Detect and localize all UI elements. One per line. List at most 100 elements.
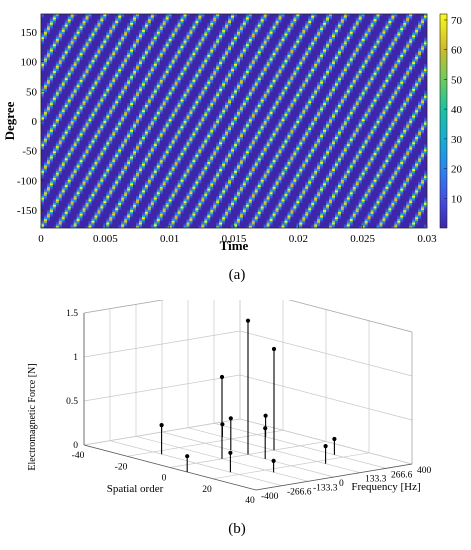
heatmap-cell	[85, 62, 89, 65]
heatmap-cell	[67, 28, 72, 31]
heatmap-cell	[49, 219, 54, 222]
heatmap-cell	[91, 188, 95, 191]
heatmap-cell	[106, 62, 110, 65]
heatmap-cell	[100, 101, 104, 104]
heatmap-cell	[106, 217, 110, 220]
heatmap-cell	[97, 60, 101, 63]
heatmap-cell	[73, 142, 78, 145]
heatmap-cell	[73, 147, 78, 150]
heatmap-cell	[97, 179, 101, 183]
heatmap-cell	[115, 96, 119, 99]
heatmap-cell	[115, 119, 119, 122]
heatmap-cell	[73, 158, 78, 161]
heatmap-cell	[41, 92, 45, 95]
heatmap-cell	[61, 165, 66, 168]
heatmap-cell	[94, 33, 98, 36]
heatmap-cell	[76, 158, 80, 161]
heatmap-cell	[49, 17, 54, 20]
heatmap-cell	[103, 22, 107, 26]
heatmap-cell	[115, 108, 119, 111]
heatmap-cell	[91, 90, 95, 93]
heatmap-cell	[46, 210, 51, 213]
heatmap-cell	[43, 185, 48, 188]
heatmap-cell	[76, 108, 80, 111]
heatmap-cell	[91, 47, 95, 51]
heatmap-cell	[85, 217, 89, 220]
heatmap-cell	[91, 195, 95, 199]
heatmap-cell	[41, 206, 45, 209]
heatmap-cell	[49, 224, 54, 227]
heatmap-cell	[94, 219, 98, 222]
heatmap-cell	[43, 138, 48, 142]
heatmap-cell	[58, 78, 63, 81]
heatmap-cell	[70, 122, 75, 125]
heatmap-cell	[67, 63, 72, 67]
heatmap-cell	[100, 17, 104, 20]
heatmap-cell	[41, 183, 45, 186]
heatmap-cell	[55, 46, 60, 49]
heatmap-cell	[49, 26, 54, 29]
heatmap-cell	[109, 160, 113, 163]
heatmap-cell	[46, 170, 51, 174]
heatmap-cell	[97, 181, 101, 184]
heatmap-cell	[94, 60, 98, 63]
heatmap-cell	[46, 14, 51, 17]
heatmap-cell	[49, 222, 54, 225]
heatmap-cell	[97, 47, 101, 51]
heatmap-cell	[106, 90, 110, 93]
heatmap-cell	[106, 170, 110, 174]
heatmap-cell	[58, 208, 63, 211]
heatmap-cell	[61, 215, 66, 218]
heatmap-cell	[88, 63, 92, 67]
heatmap-cell	[70, 217, 75, 220]
heatmap-cell	[91, 170, 95, 174]
heatmap-cell	[88, 31, 92, 35]
heatmap-cell	[103, 194, 107, 197]
heatmap-cell	[94, 87, 98, 90]
heatmap-cell	[97, 215, 101, 218]
heatmap-cell	[85, 135, 89, 138]
heatmap-cell	[100, 154, 104, 158]
heatmap-cell	[67, 15, 72, 18]
heatmap-cell	[106, 103, 110, 106]
heatmap-cell	[91, 37, 95, 40]
heatmap-cell	[70, 210, 75, 213]
heatmap-cell	[49, 42, 54, 45]
heatmap-cell	[55, 135, 60, 138]
heatmap-cell	[64, 40, 69, 43]
heatmap-cell	[70, 71, 75, 74]
heatmap-cell	[58, 92, 63, 95]
heatmap-cell	[61, 138, 66, 142]
heatmap-cell	[109, 83, 113, 86]
heatmap-cell	[112, 42, 116, 45]
heatmap-cell	[41, 144, 45, 147]
heatmap-cell	[115, 122, 119, 125]
heatmap-cell	[43, 51, 48, 54]
heatmap-cell	[112, 153, 116, 156]
heatmap-cell	[106, 56, 110, 59]
heatmap-cell	[58, 183, 63, 186]
heatmap-cell	[67, 40, 72, 43]
heatmap-cell	[88, 115, 92, 118]
heatmap-cell	[106, 194, 110, 197]
heatmap-cell	[82, 112, 86, 115]
heatmap-cell	[106, 206, 110, 209]
heatmap-cell	[61, 104, 66, 108]
heatmap-cell	[82, 74, 86, 77]
heatmap-cell	[46, 131, 51, 134]
heatmap-cell	[52, 72, 57, 76]
heatmap-cell	[64, 215, 69, 218]
heatmap-cell	[100, 183, 104, 186]
heatmap-cell	[64, 69, 69, 72]
heatmap-cell	[43, 188, 48, 191]
heatmap-cell	[70, 131, 75, 134]
heatmap-cell	[46, 201, 51, 204]
heatmap-cell	[79, 172, 83, 175]
heatmap-cell	[100, 220, 104, 224]
heatmap-cell	[41, 63, 45, 67]
heatmap-cell	[58, 142, 63, 145]
heatmap-cell	[109, 55, 113, 58]
heatmap-cell	[46, 38, 51, 42]
heatmap-cell	[58, 138, 63, 142]
heatmap-cell	[112, 195, 116, 199]
